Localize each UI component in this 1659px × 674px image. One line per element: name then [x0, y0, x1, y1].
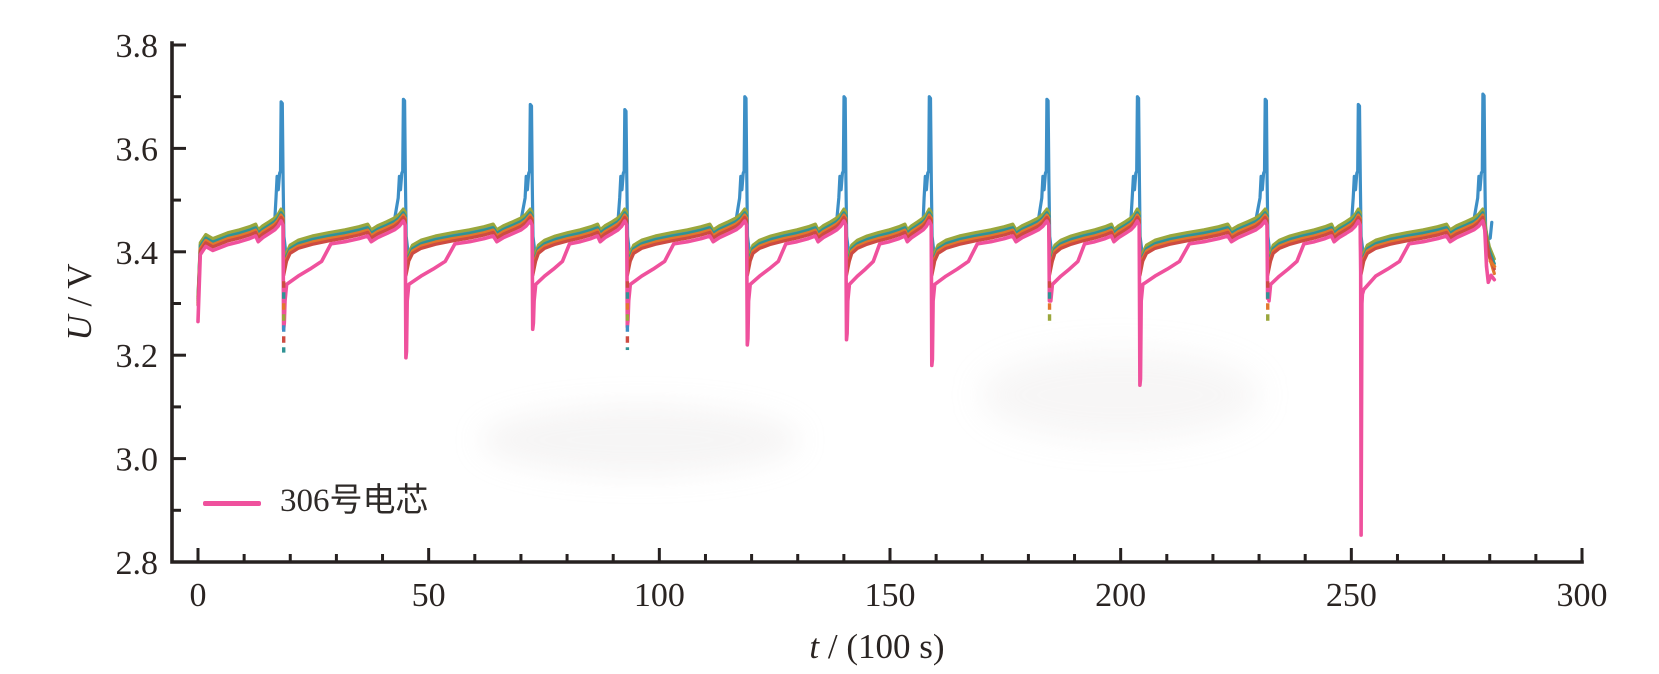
series-orange-tail: [1488, 259, 1498, 270]
x-axis-title: t / (100 s): [809, 627, 944, 667]
y-axis-unit: / V: [60, 263, 99, 316]
legend-line-swatch: [203, 501, 261, 506]
x-tick-label: 0: [190, 577, 207, 614]
x-tick-label: 150: [865, 577, 916, 614]
x-axis-unit: / (100 s): [819, 627, 945, 666]
x-tick-label: 50: [412, 577, 446, 614]
y-tick-label: 2.8: [116, 545, 159, 582]
y-tick-label: 3.8: [116, 28, 159, 65]
legend-label: 306号电芯: [280, 483, 429, 519]
ticks: [172, 43, 1584, 564]
series-pink: [196, 219, 1497, 537]
dashed-dip-lines: [282, 281, 1270, 353]
legend: 306号电芯: [203, 483, 429, 520]
series-lines: [196, 92, 1498, 537]
y-tick-label: 3.6: [116, 131, 159, 168]
y-axis-title: U / V: [60, 263, 100, 340]
y-tick-label: 3.0: [116, 442, 159, 479]
tick-labels: 0 50 100 150 200 250 300 2.8 3.0 3.2 3.4 3.6 3.8: [116, 28, 1608, 614]
x-tick-label: 250: [1326, 577, 1377, 614]
y-tick-label: 3.4: [116, 235, 159, 272]
y-tick-label: 3.2: [116, 338, 159, 375]
x-tick-label: 300: [1557, 577, 1608, 614]
x-tick-label: 100: [634, 577, 685, 614]
series-red: [196, 215, 1496, 307]
x-axis-variable: t: [809, 627, 820, 666]
y-axis-variable: U: [60, 315, 99, 341]
x-tick-label: 200: [1095, 577, 1146, 614]
